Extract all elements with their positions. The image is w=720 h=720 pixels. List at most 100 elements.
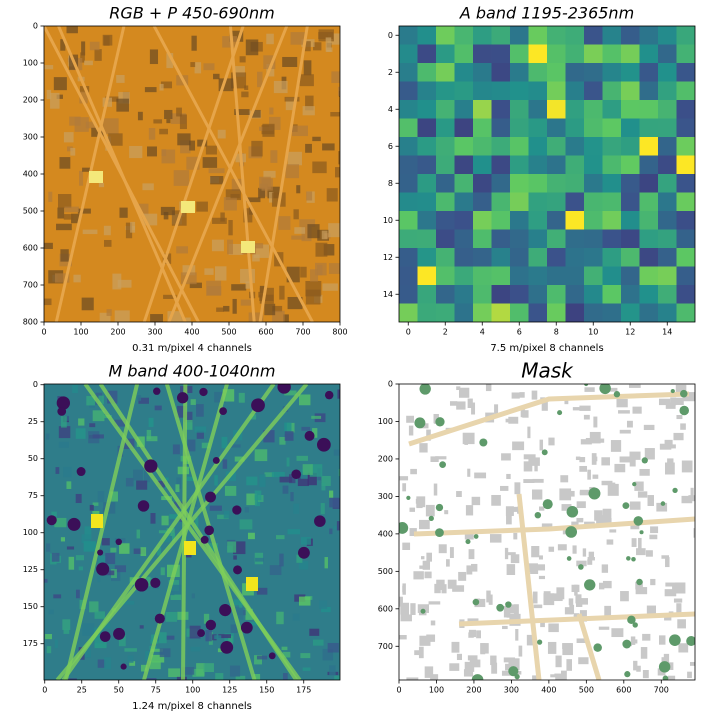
building (85, 121, 96, 129)
heat-cell (417, 266, 437, 286)
heat-cell (565, 229, 585, 249)
pixel-patch (171, 533, 176, 542)
heat-cell (676, 81, 695, 101)
heat-cell (454, 63, 474, 82)
building (467, 618, 479, 622)
heat-cell (658, 303, 677, 322)
vegetation (541, 449, 548, 456)
building (602, 580, 612, 589)
building (64, 206, 79, 213)
heat-cell (399, 248, 418, 267)
building (301, 226, 312, 242)
heat-cell (399, 303, 418, 322)
bright-roof (91, 514, 103, 528)
tree (316, 437, 331, 452)
pixel-patch (259, 474, 266, 487)
heat-cell (491, 248, 511, 267)
building (71, 213, 80, 224)
heat-cell (528, 266, 548, 286)
x-tick-label: 200 (110, 328, 125, 337)
building (657, 668, 666, 676)
building (523, 454, 536, 460)
building (402, 483, 407, 492)
pixel-patch (214, 635, 222, 640)
pixel-patch (292, 613, 300, 621)
vegetation (537, 639, 543, 645)
heat-cell (639, 229, 659, 249)
heat-cell (676, 137, 695, 156)
heat-cell (676, 174, 695, 193)
building (409, 528, 417, 537)
vegetation (639, 530, 644, 535)
pixel-patch (239, 519, 253, 530)
heat-cell (528, 303, 548, 322)
heat-cell (510, 192, 529, 212)
building (303, 41, 311, 52)
heat-cell (473, 248, 492, 267)
pixel-patch (189, 625, 201, 639)
y-tick-label: 10 (383, 216, 393, 225)
pixel-patch (103, 622, 111, 629)
building (410, 468, 417, 475)
building (413, 571, 424, 580)
heat-cell (547, 192, 566, 212)
x-axis-label: 1.24 m/pixel 8 channels (132, 701, 252, 712)
heat-cell (454, 81, 474, 101)
building (656, 502, 668, 512)
heat-cell (454, 100, 474, 119)
pixel-patch (239, 603, 243, 608)
building (153, 119, 163, 124)
vegetation (508, 666, 519, 677)
building (559, 488, 572, 501)
bright-roof (184, 541, 196, 555)
pixel-patch (276, 611, 284, 625)
building (424, 666, 434, 678)
heat-cell (399, 26, 418, 45)
heat-cell (510, 266, 529, 286)
pixel-patch (234, 456, 245, 462)
heat-cell (676, 118, 695, 138)
pixel-patch (127, 655, 134, 663)
pixel-patch (185, 419, 193, 430)
building (462, 432, 475, 445)
heat-cell (510, 118, 529, 138)
heat-cell (528, 26, 548, 45)
building (560, 475, 569, 483)
road (458, 611, 695, 627)
building (213, 73, 220, 80)
building (619, 456, 632, 463)
building (331, 71, 340, 83)
building (567, 490, 575, 497)
building (259, 294, 274, 302)
heat-cell (510, 100, 529, 119)
building (114, 310, 130, 322)
pixel-patch (48, 609, 54, 615)
heat-cell (602, 26, 622, 45)
building (258, 187, 266, 199)
heat-cell (565, 211, 585, 230)
building (299, 74, 314, 87)
building (677, 619, 686, 629)
building (272, 310, 285, 322)
tree (205, 491, 216, 503)
heat-cell (676, 63, 695, 82)
pixel-patch (146, 429, 152, 440)
pixel-patch (80, 647, 91, 658)
building (629, 501, 641, 510)
pixel-patch (282, 485, 289, 494)
building (650, 578, 656, 586)
building (426, 634, 436, 642)
building (667, 458, 674, 468)
y-tick-label: 14 (383, 290, 393, 299)
building (94, 49, 102, 61)
building (635, 587, 648, 595)
building (593, 416, 598, 428)
heat-cell (676, 248, 695, 267)
building (299, 219, 316, 227)
vegetation (636, 578, 643, 586)
heat-cell (417, 211, 437, 230)
building (245, 39, 259, 56)
heat-cell (565, 26, 585, 45)
heat-cell (584, 26, 603, 45)
heat-cell (565, 174, 585, 193)
